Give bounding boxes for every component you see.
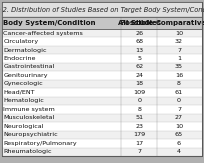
Text: 35: 35	[175, 65, 183, 69]
Text: Gastrointestinal: Gastrointestinal	[3, 65, 55, 69]
Text: Endocrine: Endocrine	[3, 56, 36, 61]
Bar	[2, 114, 202, 122]
Text: 17: 17	[135, 141, 143, 146]
Bar	[2, 54, 202, 63]
Text: Neurological: Neurological	[3, 124, 44, 129]
Text: 179: 179	[133, 132, 145, 137]
Text: Genitourinary: Genitourinary	[3, 73, 48, 78]
Text: 7: 7	[137, 149, 141, 154]
Bar	[2, 88, 202, 97]
Text: Rheumatologic: Rheumatologic	[3, 149, 52, 154]
Text: 7: 7	[177, 107, 181, 112]
Text: Possible Comparative Studies: Possible Comparative Studies	[120, 20, 204, 26]
Bar	[2, 71, 202, 80]
Bar	[2, 139, 202, 148]
Text: 8: 8	[177, 82, 181, 86]
Text: Circulatory: Circulatory	[3, 39, 39, 44]
Bar	[2, 17, 202, 29]
Text: Cancer-affected systems: Cancer-affected systems	[3, 31, 83, 36]
Bar	[2, 63, 202, 71]
Text: 65: 65	[175, 132, 183, 137]
Text: Table 2. Distribution of Studies Based on Target Body System/Condition: Table 2. Distribution of Studies Based o…	[0, 7, 204, 13]
Text: 1: 1	[177, 56, 181, 61]
Text: 18: 18	[135, 82, 143, 86]
Text: 68: 68	[135, 39, 143, 44]
Text: 61: 61	[175, 90, 183, 95]
Text: 0: 0	[177, 98, 181, 103]
Text: 24: 24	[135, 73, 143, 78]
Bar	[2, 80, 202, 88]
Text: Dermatologic: Dermatologic	[3, 48, 47, 52]
Text: 7: 7	[177, 48, 181, 52]
Text: 16: 16	[175, 73, 183, 78]
Bar	[2, 148, 202, 156]
Text: 51: 51	[135, 115, 143, 120]
Text: 10: 10	[175, 124, 183, 129]
Text: Hematologic: Hematologic	[3, 98, 44, 103]
Text: Head/ENT: Head/ENT	[3, 90, 35, 95]
Text: 13: 13	[135, 48, 143, 52]
Bar	[2, 46, 202, 54]
Bar	[2, 97, 202, 105]
Text: 23: 23	[135, 124, 143, 129]
Text: 4: 4	[177, 149, 181, 154]
Text: Musculoskeletal: Musculoskeletal	[3, 115, 55, 120]
Text: 5: 5	[137, 56, 141, 61]
Text: 32: 32	[175, 39, 183, 44]
Text: 27: 27	[175, 115, 183, 120]
Text: 8: 8	[137, 107, 141, 112]
Bar	[2, 29, 202, 37]
Text: All Studies: All Studies	[118, 20, 161, 26]
Text: 0: 0	[137, 98, 141, 103]
Bar	[2, 122, 202, 131]
Text: Body System/Condition: Body System/Condition	[3, 20, 96, 26]
Text: 10: 10	[175, 31, 183, 36]
Text: Respiratory/Pulmonary: Respiratory/Pulmonary	[3, 141, 77, 146]
Bar	[2, 131, 202, 139]
Text: 6: 6	[177, 141, 181, 146]
Text: 62: 62	[135, 65, 143, 69]
Text: Immune system: Immune system	[3, 107, 55, 112]
Text: 109: 109	[133, 90, 145, 95]
Text: 26: 26	[135, 31, 143, 36]
Bar	[2, 37, 202, 46]
Text: Neuropsychiatric: Neuropsychiatric	[3, 132, 58, 137]
Bar	[2, 105, 202, 114]
Bar	[2, 2, 202, 17]
Text: Gynecologic: Gynecologic	[3, 82, 43, 86]
